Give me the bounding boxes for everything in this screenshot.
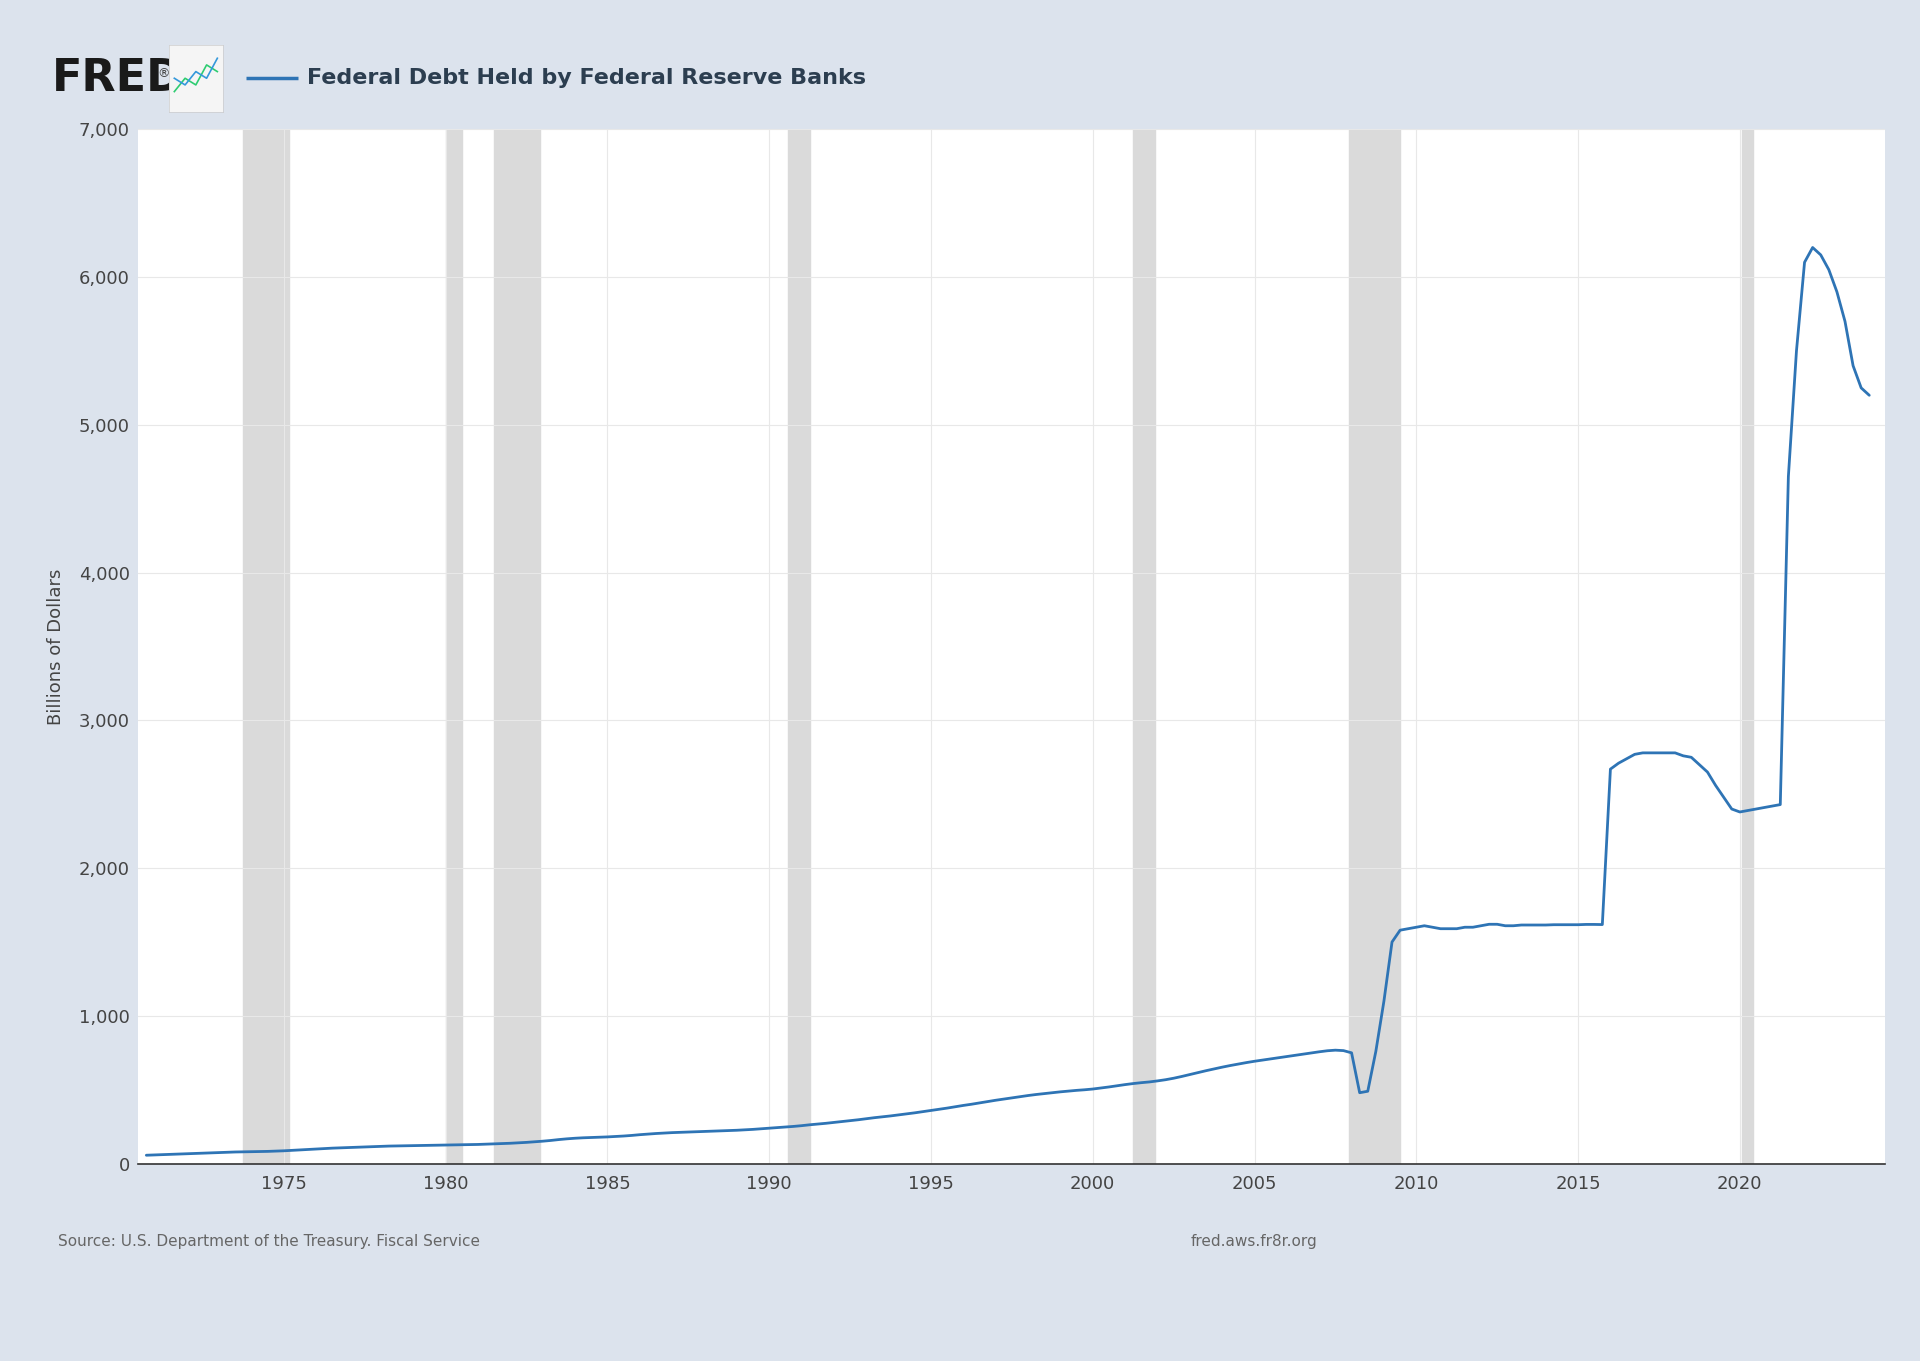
Text: FRED: FRED (52, 57, 184, 99)
Bar (787, 129, 810, 1164)
Text: fred.aws.fr8r.org: fred.aws.fr8r.org (1190, 1234, 1317, 1249)
Text: Source: U.S. Department of the Treasury. Fiscal Service: Source: U.S. Department of the Treasury.… (58, 1234, 480, 1249)
Bar (1350, 129, 1400, 1164)
Y-axis label: Billions of Dollars: Billions of Dollars (46, 569, 65, 724)
Bar (1133, 129, 1154, 1164)
Bar (244, 129, 290, 1164)
Text: ®: ® (157, 67, 171, 80)
Bar (445, 129, 463, 1164)
Bar (493, 129, 540, 1164)
Bar (1743, 129, 1753, 1164)
Text: Federal Debt Held by Federal Reserve Banks: Federal Debt Held by Federal Reserve Ban… (307, 68, 866, 88)
